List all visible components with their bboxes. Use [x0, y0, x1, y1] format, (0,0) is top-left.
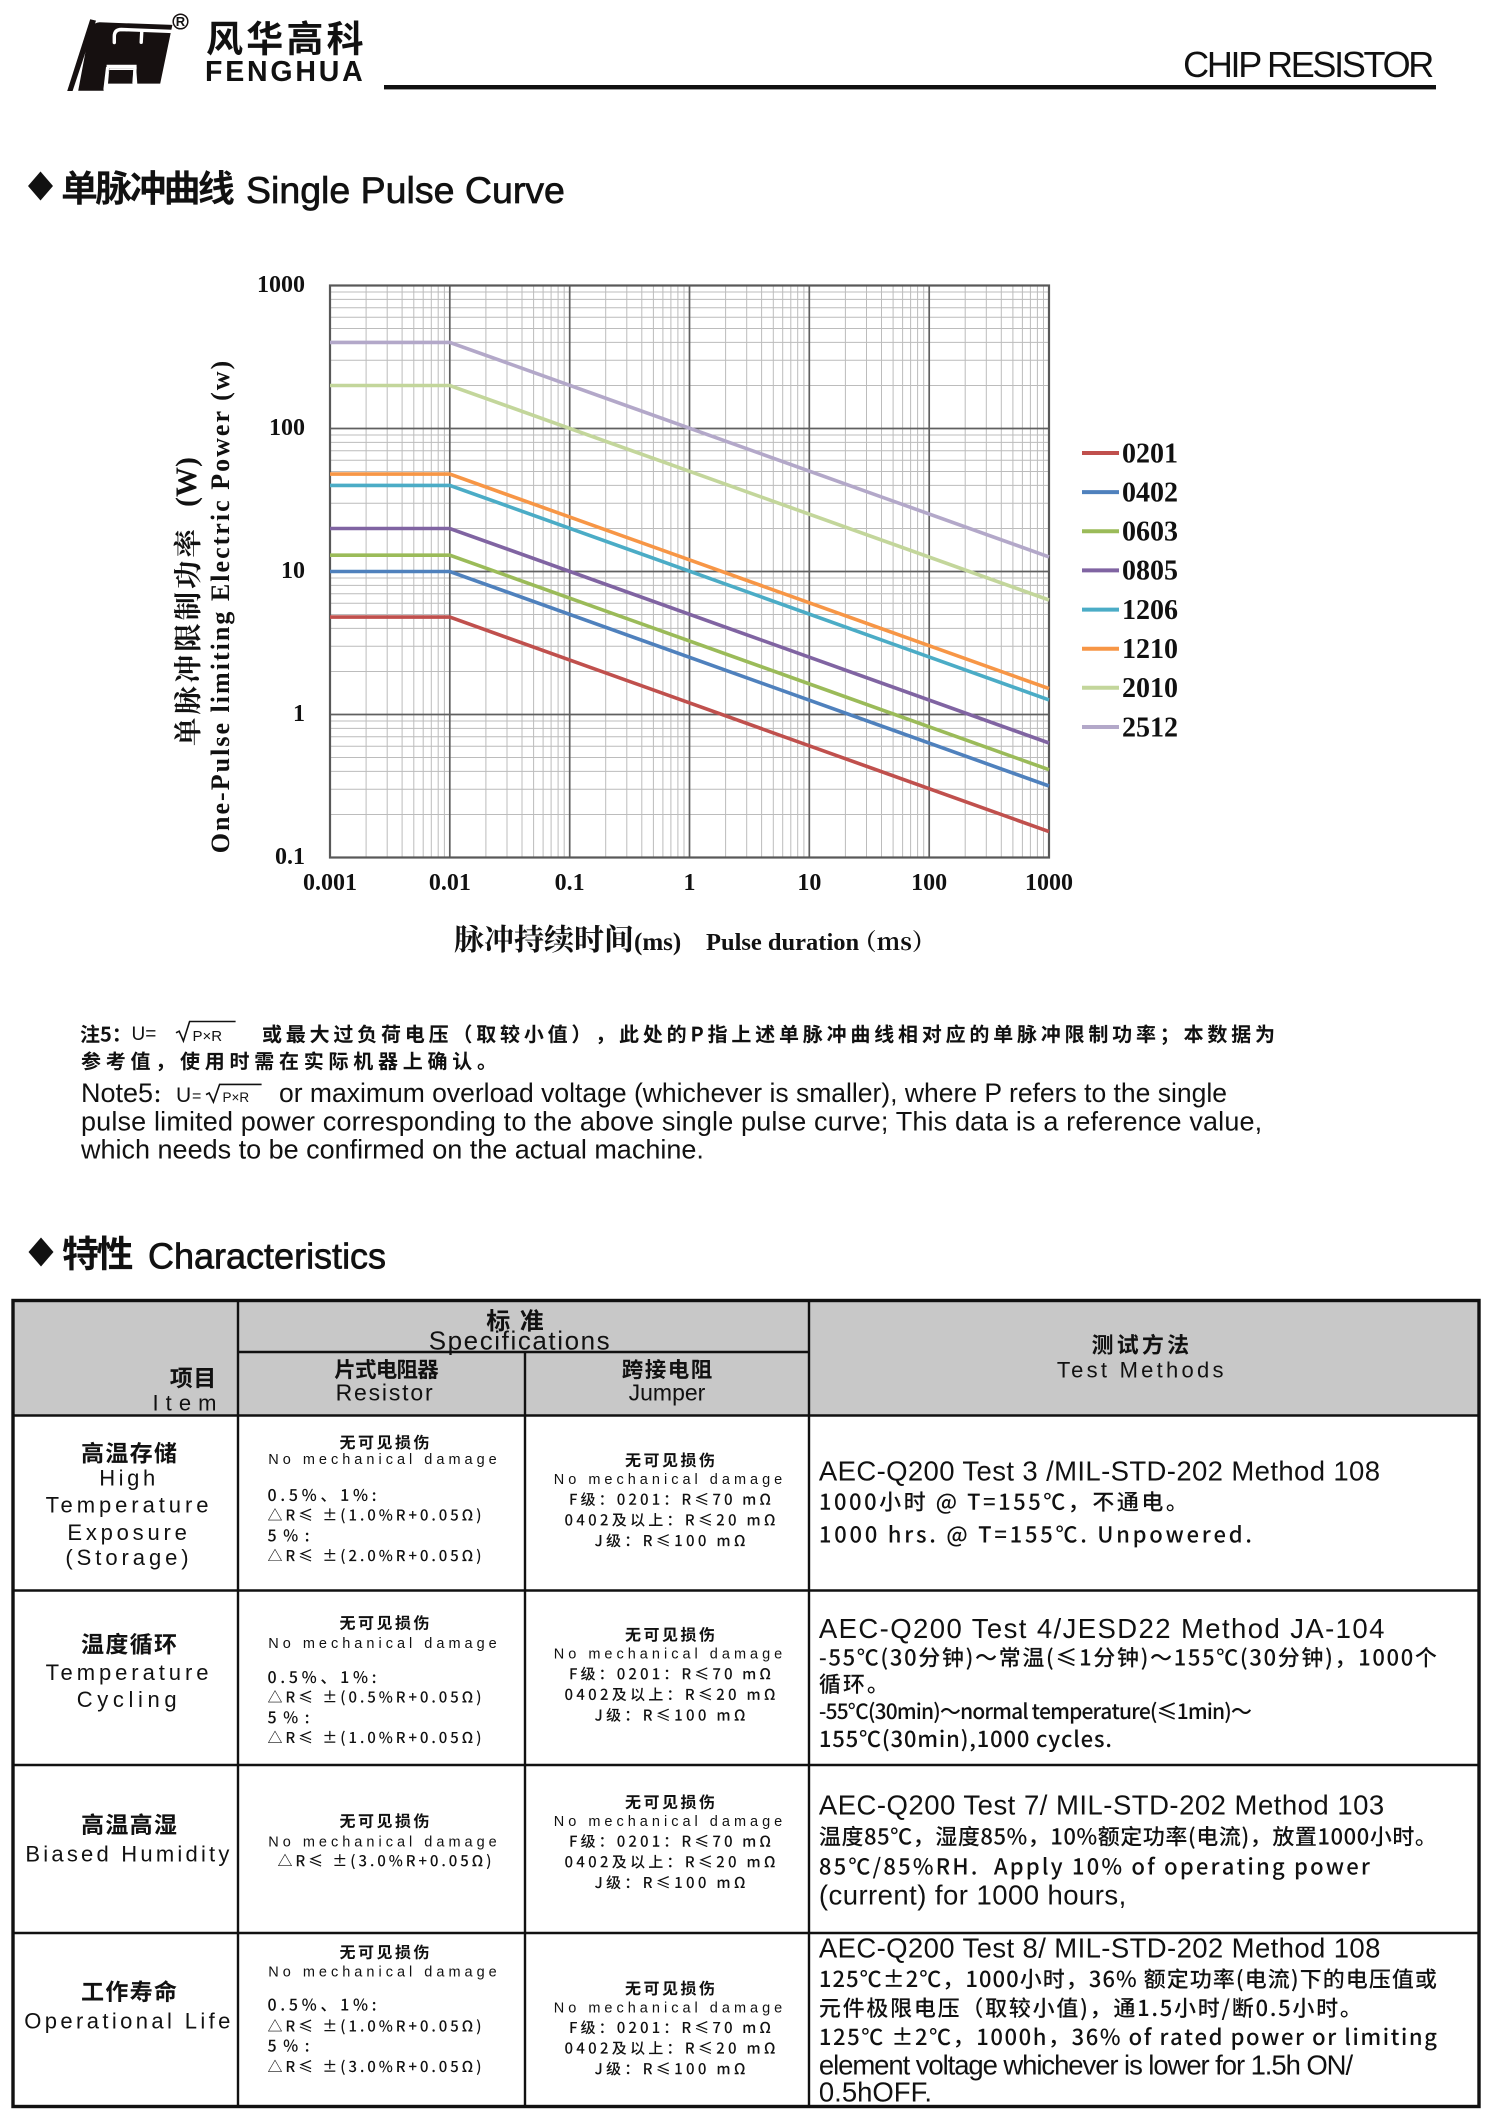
svg-text:Temperature: Temperature: [46, 1660, 213, 1685]
svg-text:AEC-Q200 Test 4/JESD22 Method: AEC-Q200 Test 4/JESD22 Method JA-104: [819, 1613, 1386, 1644]
svg-text:0201: 0201: [1122, 438, 1178, 469]
svg-text:AEC-Q200 Test 8/ MIL-STD-202: AEC-Q200 Test 8/ MIL-STD-202 Method 108: [819, 1933, 1381, 1964]
svg-text:Test Methods: Test Methods: [1057, 1358, 1227, 1383]
svg-text:2512: 2512: [1122, 712, 1178, 743]
svg-text:No mechanical damage: No mechanical damage: [554, 1814, 787, 1830]
svg-text:Operational Life: Operational Life: [24, 2009, 233, 2034]
svg-text:No mechanical damage: No mechanical damage: [268, 1452, 501, 1468]
svg-text:0.5hOFF.: 0.5hOFF.: [819, 2077, 932, 2108]
svg-text:Resistor: Resistor: [336, 1380, 435, 1406]
svg-text:No mechanical damage: No mechanical damage: [268, 1965, 501, 1981]
svg-text:No mechanical damage: No mechanical damage: [554, 1472, 787, 1488]
svg-text:0.001: 0.001: [303, 870, 357, 896]
svg-text:0402: 0402: [1122, 477, 1178, 508]
svg-text:0805: 0805: [1122, 556, 1178, 587]
svg-text:=: =: [192, 1088, 201, 1105]
svg-text:100: 100: [269, 415, 305, 441]
svg-text:or maximum overload voltage (w: or maximum overload voltage (whichever i…: [279, 1078, 1227, 1108]
svg-text:Jumper: Jumper: [629, 1380, 706, 1406]
svg-text:Note5: Note5: [81, 1078, 153, 1108]
svg-text:Characteristics: Characteristics: [148, 1236, 386, 1277]
svg-text:AEC-Q200 Test 7/ MIL-STD-202: AEC-Q200 Test 7/ MIL-STD-202 Method 103: [819, 1790, 1385, 1821]
svg-text:1000: 1000: [257, 272, 305, 298]
svg-text:Pulse duration: Pulse duration: [706, 929, 860, 956]
svg-text:FENGHUA: FENGHUA: [205, 56, 366, 88]
svg-text:P×R: P×R: [193, 1028, 223, 1045]
svg-text:2010: 2010: [1122, 673, 1178, 704]
svg-text:High: High: [99, 1465, 159, 1490]
svg-text:(Storage): (Storage): [65, 1545, 192, 1570]
svg-text:1206: 1206: [1122, 595, 1178, 626]
svg-text:U: U: [176, 1084, 191, 1107]
svg-text:U=: U=: [132, 1024, 157, 1045]
svg-text:No mechanical damage: No mechanical damage: [554, 1647, 787, 1663]
svg-text:Exposure: Exposure: [67, 1520, 190, 1545]
svg-text:P×R: P×R: [223, 1090, 250, 1105]
svg-text:Temperature: Temperature: [46, 1493, 213, 1518]
svg-text:No mechanical damage: No mechanical damage: [268, 1834, 501, 1850]
svg-text:AEC-Q200 Test 3 /MIL-STD-202 M: AEC-Q200 Test 3 /MIL-STD-202 Method 108: [819, 1455, 1381, 1486]
svg-text:(W): (W): [170, 457, 203, 507]
svg-text:1000: 1000: [1025, 870, 1073, 896]
svg-text:One-Pulse limiting Electric Po: One-Pulse limiting Electric Power (w): [206, 359, 235, 854]
svg-text:10: 10: [797, 870, 821, 896]
svg-text:0603: 0603: [1122, 517, 1178, 548]
svg-text:1: 1: [684, 870, 696, 896]
svg-text:No mechanical damage: No mechanical damage: [268, 1636, 501, 1652]
svg-text:pulse limited power correspond: pulse limited power corresponding to the…: [81, 1107, 1262, 1137]
svg-text:1210: 1210: [1122, 634, 1178, 665]
svg-text:0.1: 0.1: [555, 870, 585, 896]
svg-text:10: 10: [281, 558, 305, 584]
svg-text:1: 1: [293, 701, 305, 727]
svg-text:Single Pulse Curve: Single Pulse Curve: [246, 169, 565, 211]
svg-text:Item: Item: [152, 1391, 223, 1416]
svg-text:CHIP RESISTOR: CHIP RESISTOR: [1183, 44, 1433, 85]
svg-text:R: R: [176, 14, 186, 29]
svg-text:0.01: 0.01: [429, 870, 471, 896]
svg-text:100: 100: [911, 870, 947, 896]
svg-text:Cycling: Cycling: [77, 1687, 182, 1712]
svg-text:(ms): (ms): [634, 929, 681, 956]
svg-text:No mechanical damage: No mechanical damage: [554, 2000, 787, 2016]
svg-text:element voltage whichever is l: element voltage whichever is lower for 1…: [819, 2050, 1354, 2081]
svg-text:Specifications: Specifications: [429, 1326, 612, 1356]
svg-text:(current) for 1000 hours,: (current) for 1000 hours,: [819, 1880, 1127, 1911]
svg-text:which needs to be confirmed on: which needs to be confirmed on the actua…: [80, 1135, 704, 1165]
svg-text:Biased Humidity: Biased Humidity: [25, 1842, 232, 1867]
svg-text:0.1: 0.1: [275, 844, 305, 870]
